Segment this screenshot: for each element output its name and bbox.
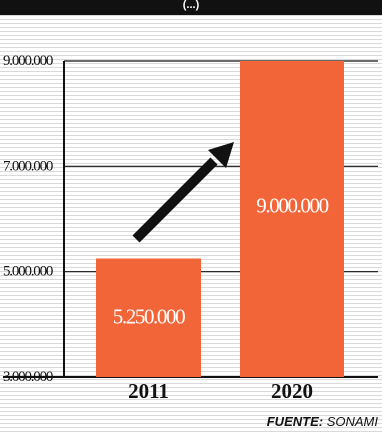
chart-labels: 3.000.000 5.000.000 7.000.000 9.000.000 5.25… bbox=[3, 53, 330, 403]
source-name: SONAMI bbox=[326, 414, 378, 429]
x-category-label: 2020 bbox=[271, 379, 313, 403]
trend-arrow bbox=[132, 142, 234, 243]
bar-2020 bbox=[240, 61, 344, 377]
source-credit: FUENTE: SONAMI bbox=[267, 414, 378, 429]
y-tick-label: 9.000.000 bbox=[3, 53, 53, 69]
bar-2011 bbox=[96, 258, 201, 377]
bar-value-label: 9.000.000 bbox=[256, 194, 328, 218]
header-title-fragment: (...) bbox=[182, 0, 200, 11]
arrow-shaft bbox=[132, 157, 218, 243]
x-category-label: 2011 bbox=[128, 379, 169, 403]
y-tick-label: 5.000.000 bbox=[3, 264, 53, 280]
y-tick-label: 7.000.000 bbox=[3, 158, 53, 174]
y-tick-label: 3.000.000 bbox=[3, 369, 53, 385]
bar-value-label: 5.250.000 bbox=[113, 305, 185, 329]
arrow-head bbox=[208, 142, 234, 168]
bars bbox=[96, 61, 344, 377]
source-prefix: FUENTE: bbox=[266, 414, 324, 429]
top-banner: (...) bbox=[0, 0, 382, 15]
